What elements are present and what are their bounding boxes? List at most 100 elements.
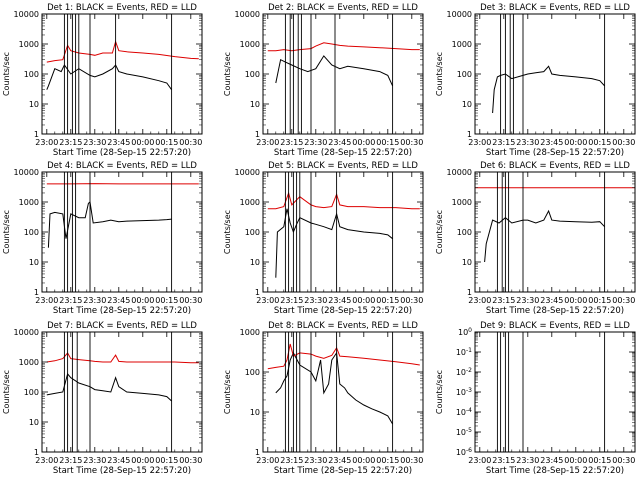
- y-axis-title: Counts/sec: [2, 370, 11, 414]
- y-tick-label: 1000: [240, 40, 260, 49]
- y-tick-label: 100: [245, 70, 260, 79]
- series-line-events: [46, 64, 173, 90]
- y-tick-label: 10000: [235, 10, 260, 19]
- axes-frame: [262, 13, 424, 135]
- series-line-events: [484, 209, 605, 263]
- x-tick-label: 00:15: [376, 296, 399, 305]
- axes-frame: [474, 331, 636, 453]
- y-tick-label: 10000: [14, 328, 39, 337]
- panel-title: Det 5: BLACK = Events, RED = LLD: [268, 161, 418, 171]
- axes-frame: [262, 171, 424, 293]
- x-tick-label: 00:00: [352, 138, 375, 147]
- y-tick-label: 1: [467, 130, 472, 139]
- x-tick-label: 23:00: [468, 138, 491, 147]
- series-line-events: [275, 208, 393, 278]
- x-tick-label: 00:15: [155, 138, 178, 147]
- x-tick-label: 23:00: [256, 296, 279, 305]
- panel-title: Det 8: BLACK = Events, RED = LLD: [268, 321, 418, 331]
- y-tick-label: 100: [24, 388, 39, 397]
- series-line-events: [492, 65, 605, 114]
- x-tick-label: 23:30: [516, 138, 539, 147]
- y-tick-label: 1: [34, 130, 39, 139]
- y-tick-label: 1000: [19, 40, 39, 49]
- series-line-lld: [46, 39, 199, 63]
- x-tick-label: 23:15: [59, 138, 82, 147]
- x-axis-title: Start Time (28-Sep-15 22:57:20): [486, 148, 624, 158]
- y-tick-label: 10-3: [456, 387, 472, 397]
- x-tick-label: 00:30: [179, 456, 202, 465]
- y-tick-label: 100: [458, 327, 472, 337]
- x-tick-label: 23:45: [328, 296, 351, 305]
- x-tick-label: 00:15: [588, 296, 611, 305]
- x-tick-label: 00:00: [131, 138, 154, 147]
- x-tick-label: 00:30: [400, 456, 423, 465]
- y-tick-label: 1000: [19, 358, 39, 367]
- panel-title: Det 7: BLACK = Events, RED = LLD: [47, 321, 197, 331]
- y-tick-label: 100: [24, 70, 39, 79]
- series-line-events: [275, 351, 394, 425]
- y-tick-label: 1000: [240, 198, 260, 207]
- y-tick-label: 10000: [235, 168, 260, 177]
- x-tick-label: 00:15: [155, 456, 178, 465]
- y-tick-label: 1: [34, 288, 39, 297]
- y-tick-label: 1000: [452, 40, 472, 49]
- y-tick-label: 100: [245, 228, 260, 237]
- y-tick-label: 10: [462, 100, 472, 109]
- y-tick-label: 10: [29, 418, 39, 427]
- y-tick-label: 10000: [447, 168, 472, 177]
- panel-title: Det 9: BLACK = Events, RED = LLD: [480, 321, 630, 331]
- panel-title: Det 1: BLACK = Events, RED = LLD: [47, 3, 197, 13]
- x-tick-label: 00:30: [400, 296, 423, 305]
- panel-title: Det 6: BLACK = Events, RED = LLD: [480, 161, 630, 171]
- y-axis-title: Counts/sec: [223, 210, 232, 254]
- x-tick-label: 23:00: [35, 138, 58, 147]
- y-tick-label: 100: [245, 368, 260, 377]
- y-tick-label: 10-6: [456, 447, 472, 457]
- x-tick-label: 23:00: [35, 296, 58, 305]
- x-tick-label: 23:00: [35, 456, 58, 465]
- x-tick-label: 00:30: [179, 296, 202, 305]
- y-tick-label: 10: [250, 408, 260, 417]
- x-tick-label: 23:00: [468, 296, 491, 305]
- x-tick-label: 23:45: [107, 456, 130, 465]
- x-tick-label: 00:30: [179, 138, 202, 147]
- series-line-lld: [267, 42, 420, 52]
- x-tick-label: 23:30: [516, 456, 539, 465]
- y-axis-title: Counts/sec: [2, 52, 11, 96]
- x-tick-label: 00:00: [131, 296, 154, 305]
- series-line-lld: [267, 343, 420, 370]
- axes-frame: [41, 171, 203, 293]
- y-axis-title: Counts/sec: [435, 52, 444, 96]
- x-tick-label: 23:00: [468, 456, 491, 465]
- x-tick-label: 00:30: [400, 138, 423, 147]
- x-tick-label: 23:15: [492, 456, 515, 465]
- y-tick-label: 1000: [240, 328, 260, 337]
- series-line-events: [46, 372, 172, 402]
- y-tick-label: 10000: [14, 10, 39, 19]
- x-tick-label: 23:30: [304, 456, 327, 465]
- x-tick-label: 00:30: [612, 456, 635, 465]
- series-line-lld: [267, 191, 420, 210]
- x-tick-label: 23:30: [83, 138, 106, 147]
- x-tick-label: 23:30: [516, 296, 539, 305]
- axes-frame: [262, 331, 424, 453]
- y-tick-label: 100: [457, 228, 472, 237]
- x-tick-label: 00:15: [588, 456, 611, 465]
- x-tick-label: 23:45: [540, 456, 563, 465]
- x-tick-label: 00:00: [352, 296, 375, 305]
- x-axis-title: Start Time (28-Sep-15 22:57:20): [274, 148, 412, 158]
- series-line-events: [275, 55, 394, 87]
- y-tick-label: 10-4: [456, 407, 472, 417]
- x-axis-title: Start Time (28-Sep-15 22:57:20): [274, 306, 412, 316]
- x-tick-label: 23:45: [540, 296, 563, 305]
- y-tick-label: 10000: [14, 168, 39, 177]
- x-tick-label: 23:45: [107, 138, 130, 147]
- x-tick-label: 23:15: [492, 296, 515, 305]
- y-axis-title: Counts/sec: [435, 370, 444, 414]
- y-tick-label: 10: [250, 258, 260, 267]
- x-tick-label: 23:00: [256, 138, 279, 147]
- x-axis-title: Start Time (28-Sep-15 22:57:20): [486, 306, 624, 316]
